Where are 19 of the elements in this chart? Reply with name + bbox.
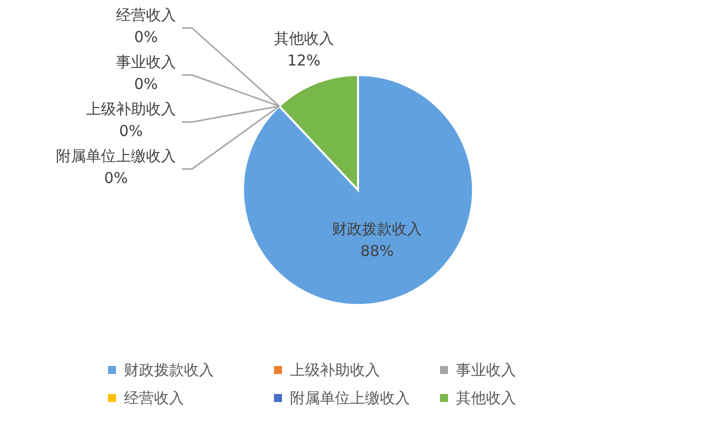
legend-label: 上级补助收入 [290,360,380,380]
text: 0% [119,122,143,140]
legend-label: 经营收入 [124,388,184,408]
data-label: 88% [360,242,394,260]
text: 0% [134,75,158,93]
category-label: 上级补助收入 [86,100,176,118]
slice-label: 财政拨款收入 [332,220,422,238]
pie-slice [242,74,474,306]
category-label: 事业收入 [116,53,176,71]
category-label: 经营收入 [116,6,176,24]
text: 0% [134,28,158,46]
category-label: 附属单位上缴收入 [56,147,176,165]
legend-label: 财政拨款收入 [124,360,214,380]
legend-label: 附属单位上缴收入 [290,388,410,408]
slice-label: 其他收入 [274,29,334,48]
text: 0% [104,169,128,187]
legend-label: 事业收入 [456,360,516,380]
data-label: 12% [287,51,321,70]
legend-label: 其他收入 [456,388,516,408]
